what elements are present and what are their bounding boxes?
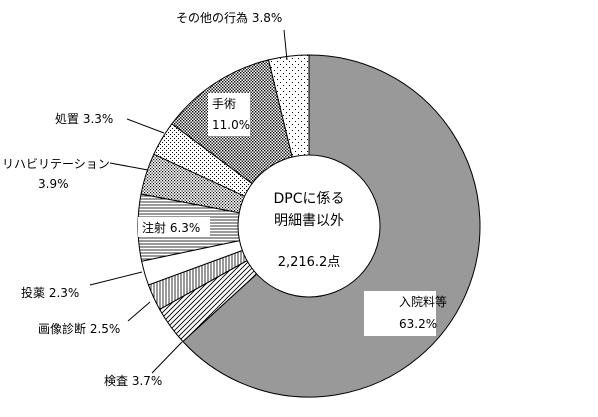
- leader-line: [151, 341, 183, 374]
- slice-category-label: 注射: [142, 220, 166, 235]
- slice-category-label: その他の行為: [176, 11, 248, 25]
- slice-label-background: [138, 217, 210, 237]
- donut-hole: [237, 154, 381, 298]
- labels-layer: 入院料等 63.2% 検査 3.7% 画像診断 2.5% 投薬 2.3% 注射 6.3% リ…: [2, 11, 447, 388]
- slice-value-label: 3.8%: [252, 11, 283, 25]
- slice-value-label: 3.9%: [38, 177, 69, 191]
- slice-category-label: 入院料等: [399, 295, 447, 309]
- center-total: 2,216.2点: [278, 255, 341, 270]
- slice-value-label: 3.7%: [132, 374, 163, 388]
- center-label-line-2: 明細書以外: [274, 213, 344, 229]
- leader-line: [89, 271, 143, 286]
- slice-category-label: 手術: [212, 97, 236, 111]
- slice-label: 3.9%: [38, 177, 69, 191]
- slice-label: リハビリテーション: [2, 157, 110, 171]
- slice-label: 処置 3.3%: [55, 112, 113, 126]
- slice-value-label: 3.3%: [83, 112, 114, 126]
- slice-label: 検査 3.7%: [104, 374, 162, 388]
- leader-line: [127, 301, 151, 322]
- slice-value-label: 11.0%: [212, 118, 250, 132]
- slice-category-label: 画像診断: [38, 321, 86, 336]
- slice-value-label: 63.2%: [399, 317, 437, 331]
- slice-value-label: 2.3%: [49, 286, 80, 300]
- slice-label: 手術: [212, 97, 236, 111]
- leader-line: [109, 162, 149, 171]
- slice-label: 画像診断 2.5%: [38, 321, 120, 336]
- slice-value-label: 2.5%: [90, 322, 121, 336]
- slice-label: その他の行為 3.8%: [176, 11, 282, 25]
- slice-label-background: [364, 291, 436, 336]
- slice-label: 63.2%: [399, 317, 437, 331]
- slice-label-background: [208, 93, 250, 136]
- slice-value-label: 6.3%: [170, 221, 201, 235]
- slice-category-label: 処置: [55, 112, 79, 126]
- slice-category-label: リハビリテーション: [2, 157, 110, 171]
- leader-lines: [89, 29, 288, 374]
- slice-category-label: 検査: [104, 374, 128, 388]
- slice-category-label: 投薬: [21, 285, 45, 300]
- slice-label: 投薬 2.3%: [21, 285, 79, 300]
- center-label-line-1: DPCに係る: [274, 191, 345, 207]
- leader-line: [283, 29, 288, 61]
- slice-label: 注射 6.3%: [142, 220, 200, 235]
- slice-label: 11.0%: [212, 118, 250, 132]
- leader-line: [126, 118, 165, 134]
- slice-label: 入院料等: [399, 295, 447, 309]
